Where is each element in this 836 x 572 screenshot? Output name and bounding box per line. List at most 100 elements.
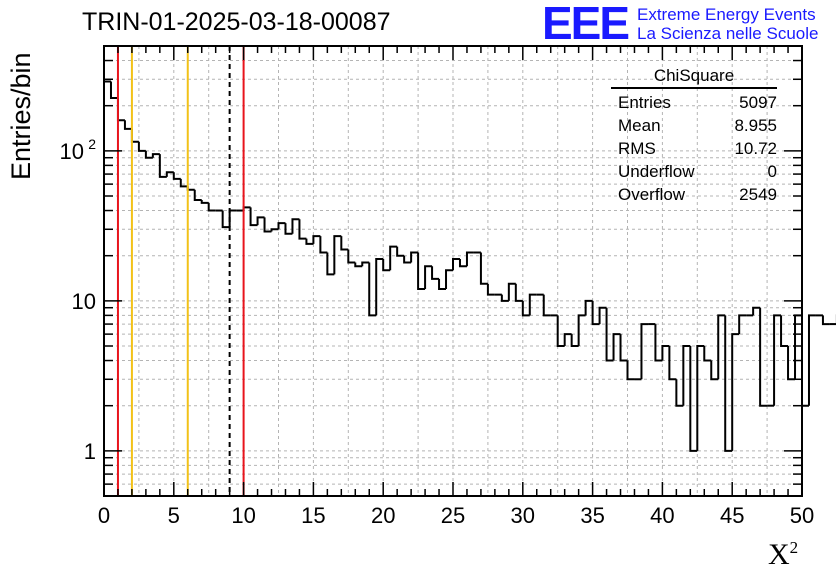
cut-lines xyxy=(116,46,245,496)
histogram-bin xyxy=(228,209,237,228)
histogram-bin xyxy=(277,222,286,230)
histogram-bin xyxy=(116,98,125,122)
y-tick-label: 1 xyxy=(84,439,96,464)
histogram-bin xyxy=(109,81,118,100)
x-axis-label: X2 xyxy=(768,538,799,571)
histogram-bin xyxy=(570,334,579,347)
histogram-bin xyxy=(298,219,307,240)
histogram-bin xyxy=(563,333,572,346)
histogram-bin xyxy=(263,217,272,233)
histogram-bin xyxy=(717,314,726,380)
histogram-bin xyxy=(382,259,391,272)
histogram-bin xyxy=(438,278,447,290)
histogram-bin xyxy=(807,314,816,406)
histogram-bin xyxy=(556,315,565,347)
x-tick-label: 50 xyxy=(790,503,814,528)
histogram-bin xyxy=(137,141,146,152)
histogram-bin xyxy=(403,255,412,264)
histogram-bin xyxy=(333,235,342,275)
histogram-bin xyxy=(619,334,628,362)
histogram-bin xyxy=(151,153,160,158)
histogram-bin xyxy=(821,315,830,326)
stats-name: ChiSquare xyxy=(611,66,777,89)
histogram-bin xyxy=(200,200,209,204)
histogram-bin xyxy=(417,252,426,290)
histogram-bin xyxy=(165,171,174,177)
histogram-bin xyxy=(458,259,467,268)
x-tick-label: 40 xyxy=(650,503,674,528)
histogram-bin xyxy=(305,238,314,245)
histogram-bin xyxy=(207,202,216,212)
histogram-bin xyxy=(249,207,258,227)
histogram-bin xyxy=(787,346,796,381)
histogram-bin xyxy=(794,314,802,380)
histogram-bin xyxy=(465,251,474,267)
histogram-bin xyxy=(486,283,495,296)
x-tick-label: 45 xyxy=(720,503,744,528)
x-tick-label: 10 xyxy=(231,503,255,528)
stats-row: Overflow 2549 xyxy=(618,185,777,204)
histogram-bin xyxy=(521,300,530,317)
histogram-bin xyxy=(780,315,789,347)
histogram-bin xyxy=(724,315,733,452)
histogram-bin xyxy=(626,360,635,381)
histogram-bin xyxy=(507,282,516,301)
histogram-bin xyxy=(668,346,677,381)
x-tick-label: 35 xyxy=(580,503,604,528)
eee-logo: EEE xyxy=(542,0,630,49)
histogram-bin xyxy=(340,236,349,251)
histogram-bin xyxy=(179,178,188,188)
stats-row: RMS 10.72 xyxy=(618,139,777,158)
histogram-bin xyxy=(375,258,384,316)
histogram-bin xyxy=(361,261,370,267)
run-title: TRIN-01-2025-03-18-00087 xyxy=(82,8,391,36)
histogram-bin xyxy=(696,345,705,451)
histogram-bin xyxy=(172,172,181,180)
histogram-bin xyxy=(710,360,719,381)
y-axis-label: Entries/bin xyxy=(6,52,36,180)
histogram-bin xyxy=(731,333,740,451)
histogram-bin xyxy=(500,294,509,302)
histogram-bin xyxy=(221,210,230,229)
logo-line-1: Extreme Energy Events xyxy=(637,5,816,24)
histogram-bin xyxy=(158,154,167,178)
histogram-bin xyxy=(591,300,600,326)
logo-line-2: La Scienza nelle Scuole xyxy=(637,24,819,43)
histogram-bin xyxy=(347,249,356,264)
histogram-bin xyxy=(479,252,488,285)
stats-row: Underflow 0 xyxy=(618,162,777,181)
histogram-bin xyxy=(354,262,363,268)
histogram-bin xyxy=(130,128,139,143)
histogram-bin xyxy=(410,251,419,263)
y-tick-exponent: 2 xyxy=(88,136,96,152)
histogram-bin xyxy=(773,314,782,406)
histogram-bin xyxy=(452,258,460,271)
x-tick-label: 15 xyxy=(301,503,325,528)
histogram-bin xyxy=(326,252,335,276)
histogram-bin xyxy=(661,345,670,361)
histogram-bin xyxy=(284,223,293,235)
histogram-bin xyxy=(577,314,586,346)
histogram-bin xyxy=(431,266,440,280)
histogram-bin xyxy=(759,307,768,407)
histogram-bin xyxy=(186,186,195,191)
x-tick-label: 0 xyxy=(98,503,110,528)
histogram-bin xyxy=(319,236,328,254)
x-tick-label: 20 xyxy=(371,503,395,528)
histogram-bin xyxy=(598,306,607,325)
histogram-bin xyxy=(123,120,132,130)
histogram-bin xyxy=(424,265,433,289)
histogram-bin xyxy=(270,228,279,232)
histogram-bin xyxy=(752,306,761,316)
histogram-bin xyxy=(542,294,551,317)
stats-row: Mean 8.955 xyxy=(618,116,777,135)
histogram-bin xyxy=(514,283,523,302)
histogram-bin xyxy=(528,293,537,316)
stats-box: ChiSquare Entries 5097 Mean 8.955 RMS 10.72… xyxy=(611,66,777,206)
grid-lines xyxy=(103,46,803,496)
y-tick-label: 10 xyxy=(72,289,96,314)
histogram-bin xyxy=(682,345,691,406)
histogram-bin xyxy=(368,262,377,317)
histogram-bin xyxy=(144,150,153,159)
